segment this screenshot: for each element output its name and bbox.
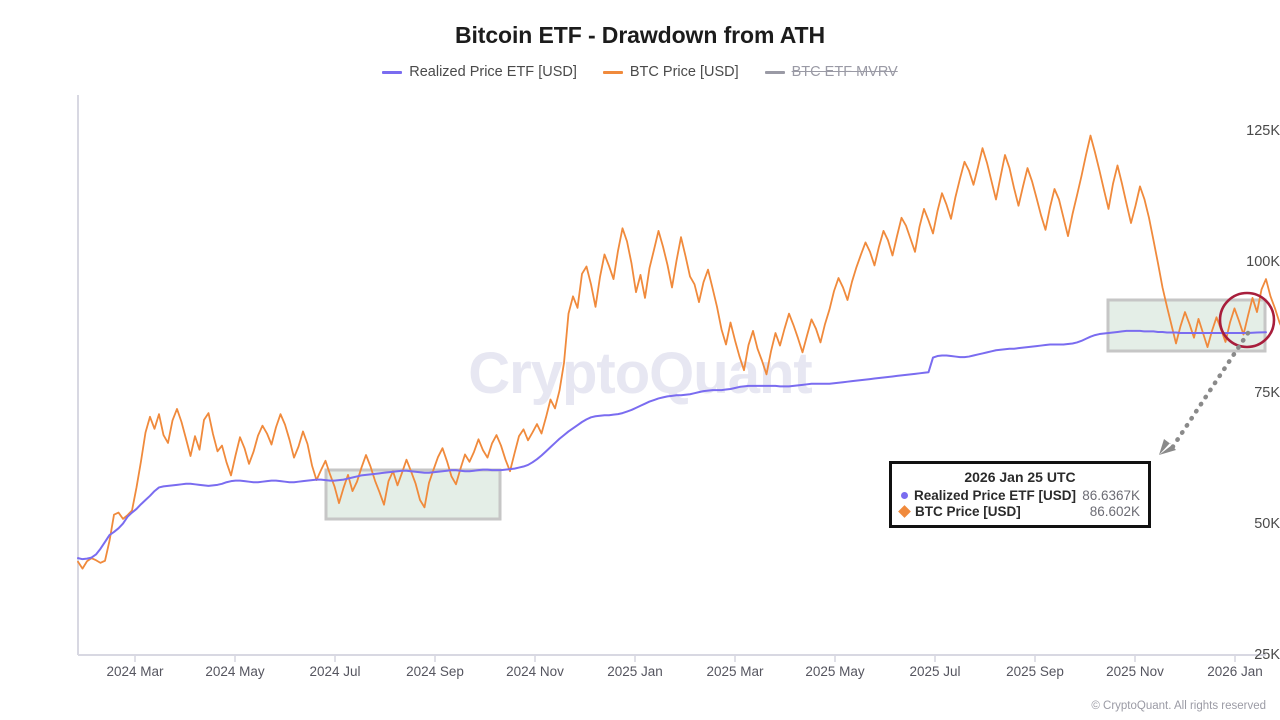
chart-tooltip: 2026 Jan 25 UTC Realized Price ETF [USD]… (889, 461, 1151, 528)
tooltip-row-btc-price: BTC Price [USD] 86.602K (898, 504, 1140, 519)
x-tick-2025-mar: 2025 Mar (706, 664, 764, 679)
copyright-text: © CryptoQuant. All rights reserved (1091, 700, 1266, 712)
x-tick-2025-nov: 2025 Nov (1106, 664, 1164, 679)
y-tick-75K: 75K (1254, 385, 1280, 402)
x-tick-2024-may: 2024 May (205, 664, 265, 679)
legend-item-btc-etf-mvrv[interactable]: BTC ETF MVRV (764, 64, 898, 80)
y-tick-25K: 25K (1254, 647, 1280, 663)
drawdown-zone-2025 (1106, 298, 1267, 353)
legend-swatch-btc-etf-mvrv (764, 70, 785, 74)
tooltip-row-realized-price: Realized Price ETF [USD] 86.6367K (900, 488, 1140, 503)
x-tick-2025-sep: 2025 Sep (1006, 664, 1064, 679)
x-tick-2024-jul: 2024 Jul (309, 664, 361, 679)
tooltip-pointer-line (1169, 330, 1251, 451)
series-line-btc-price (77, 134, 1280, 570)
tooltip-value-realized-price: 86.6367K (1082, 488, 1140, 503)
tooltip-marker-diamond-icon (898, 505, 911, 518)
tooltip-pointer-arrowhead (1159, 439, 1176, 455)
y-tick-125K: 125K (1246, 123, 1280, 140)
x-tick-2025-jul: 2025 Jul (909, 664, 961, 679)
x-tick-2026-jan: 2026 Jan (1207, 664, 1263, 679)
legend-item-realized-price[interactable]: Realized Price ETF [USD] (382, 64, 577, 80)
tooltip-marker-dot-icon (901, 492, 908, 499)
legend-swatch-realized-price (382, 70, 403, 74)
x-tick-2024-mar: 2024 Mar (106, 664, 164, 679)
y-tick-100K: 100K (1246, 254, 1280, 271)
legend-swatch-btc-price (602, 70, 623, 74)
tooltip-name-btc-price: BTC Price [USD] (915, 504, 1021, 519)
x-tick-2025-may: 2025 May (805, 664, 865, 679)
page-title: Bitcoin ETF - Drawdown from ATH (455, 22, 825, 48)
legend-label-btc-etf-mvrv: BTC ETF MVRV (791, 64, 898, 80)
tooltip-value-btc-price: 86.602K (1089, 504, 1140, 519)
legend-label-realized-price: Realized Price ETF [USD] (409, 64, 577, 80)
tooltip-date: 2026 Jan 25 UTC (964, 469, 1076, 485)
legend-item-btc-price[interactable]: BTC Price [USD] (602, 64, 739, 80)
x-tick-2024-nov: 2024 Nov (506, 664, 564, 679)
y-tick-50K: 50K (1254, 516, 1280, 533)
x-tick-2025-jan: 2025 Jan (607, 664, 663, 679)
series-line-realized-price (77, 329, 1267, 561)
legend-label-btc-price: BTC Price [USD] (629, 64, 739, 80)
chart-legend: Realized Price ETF [USD] BTC Price [USD]… (0, 64, 1280, 80)
x-tick-2024-sep: 2024 Sep (406, 664, 464, 679)
current-drawdown-circle (1218, 291, 1276, 349)
tooltip-name-realized-price: Realized Price ETF [USD] (914, 488, 1077, 503)
